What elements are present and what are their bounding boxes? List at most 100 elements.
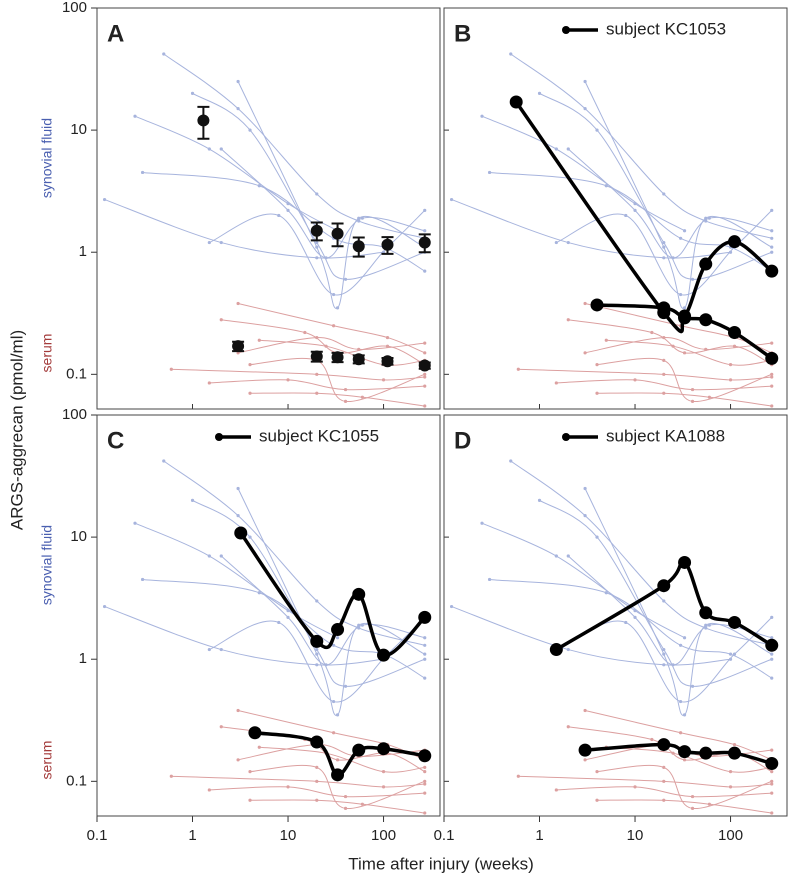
cohort-point (207, 147, 211, 151)
cohort-point (423, 657, 427, 661)
cohort-line (142, 578, 425, 679)
cohort-line (584, 488, 772, 716)
cohort-point (286, 378, 290, 382)
cohort-point (690, 806, 695, 811)
cohort-point (335, 306, 340, 310)
cohort-point (633, 615, 637, 620)
cohort-point (335, 713, 340, 717)
cohort-line (250, 799, 425, 814)
cohort-point (671, 751, 675, 755)
cohort-point (604, 591, 608, 595)
cohort-point (732, 742, 737, 747)
cohort-line (163, 53, 425, 239)
cohort-line (134, 522, 338, 639)
cohort-point (207, 381, 211, 385)
series-point (331, 768, 345, 782)
cohort-point (257, 338, 261, 342)
side-annotation: serum (39, 334, 55, 373)
cohort-point (219, 725, 223, 729)
cohort-point (423, 341, 427, 345)
cohort-point (732, 652, 737, 656)
cohort-point (236, 708, 240, 713)
cohort-point (595, 391, 599, 395)
cohort-point (770, 341, 774, 345)
cohort-point (335, 758, 340, 762)
cohort-point (169, 774, 173, 778)
series-point (352, 240, 365, 253)
cohort-point (385, 335, 390, 340)
series-point (352, 587, 366, 601)
series-point (678, 555, 692, 569)
cohort-point (315, 765, 319, 770)
cohort-point (248, 363, 252, 367)
cohort-point (357, 623, 361, 627)
cohort-point (324, 344, 328, 348)
series-point (509, 95, 523, 109)
cohort-point (682, 636, 687, 640)
cohort-line (584, 337, 772, 354)
cohort-point (324, 256, 328, 260)
cohort-line (237, 81, 425, 309)
cohort-point (480, 521, 484, 525)
cohort-point (423, 208, 427, 213)
cohort-point (650, 330, 654, 335)
series-point (197, 114, 210, 127)
series-point (310, 735, 324, 749)
cohort-line (596, 357, 772, 402)
cohort-point (332, 292, 336, 297)
panel-letter: B (454, 20, 471, 47)
series-point (377, 742, 391, 756)
series-point (578, 743, 592, 757)
y-tick-label: 100 (62, 0, 87, 16)
cohort-point (566, 318, 570, 322)
panel: subject KC1053 B (443, 7, 788, 410)
cohort-point (324, 663, 328, 667)
cohort-point (583, 486, 587, 491)
cohort-point (140, 170, 145, 175)
cohort-point (595, 770, 599, 774)
cohort-point (662, 192, 666, 196)
cohort-point (707, 623, 711, 627)
series-point (727, 746, 741, 760)
panel: 100 10 1 0.1 0.1 1 10 100 subject KC1055 Csynovia… (39, 406, 441, 844)
cohort-point (315, 599, 319, 603)
cohort-point (679, 236, 683, 240)
cohort-point (315, 779, 319, 783)
cohort-point (707, 395, 711, 399)
cohort-point (662, 765, 666, 770)
cohort-point (286, 785, 290, 789)
cohort-point (190, 91, 195, 95)
cohort-point (343, 277, 348, 281)
cohort-point (487, 577, 492, 582)
cohort-point (207, 554, 211, 558)
cohort-point (381, 770, 386, 774)
series-point (549, 643, 563, 657)
cohort-point (315, 245, 319, 249)
cohort-point (315, 391, 319, 395)
cohort-point (633, 785, 637, 789)
panel: 0.1 1 10 100 subject KA1088 D (434, 414, 788, 844)
cohort-point (583, 351, 587, 355)
cohort-point (219, 147, 223, 151)
cohort-point (566, 554, 570, 558)
cohort-point (219, 554, 223, 558)
cohort-point (583, 79, 587, 84)
cohort-point (554, 381, 558, 385)
legend-label: subject KC1055 (259, 426, 379, 445)
cohort-point (315, 240, 319, 245)
series-point (678, 745, 692, 759)
legend-marker (562, 26, 570, 34)
cohort-line (584, 710, 772, 761)
cohort-point (682, 229, 687, 233)
cohort-point (770, 657, 774, 661)
cohort-point (286, 615, 290, 620)
panel-frame (443, 414, 788, 817)
series-point (381, 238, 394, 251)
cohort-point (662, 647, 666, 652)
cohort-point (770, 245, 774, 249)
cohort-point (487, 170, 492, 175)
cohort-point (315, 798, 319, 802)
cohort-point (728, 657, 733, 661)
cohort-point (583, 514, 587, 518)
